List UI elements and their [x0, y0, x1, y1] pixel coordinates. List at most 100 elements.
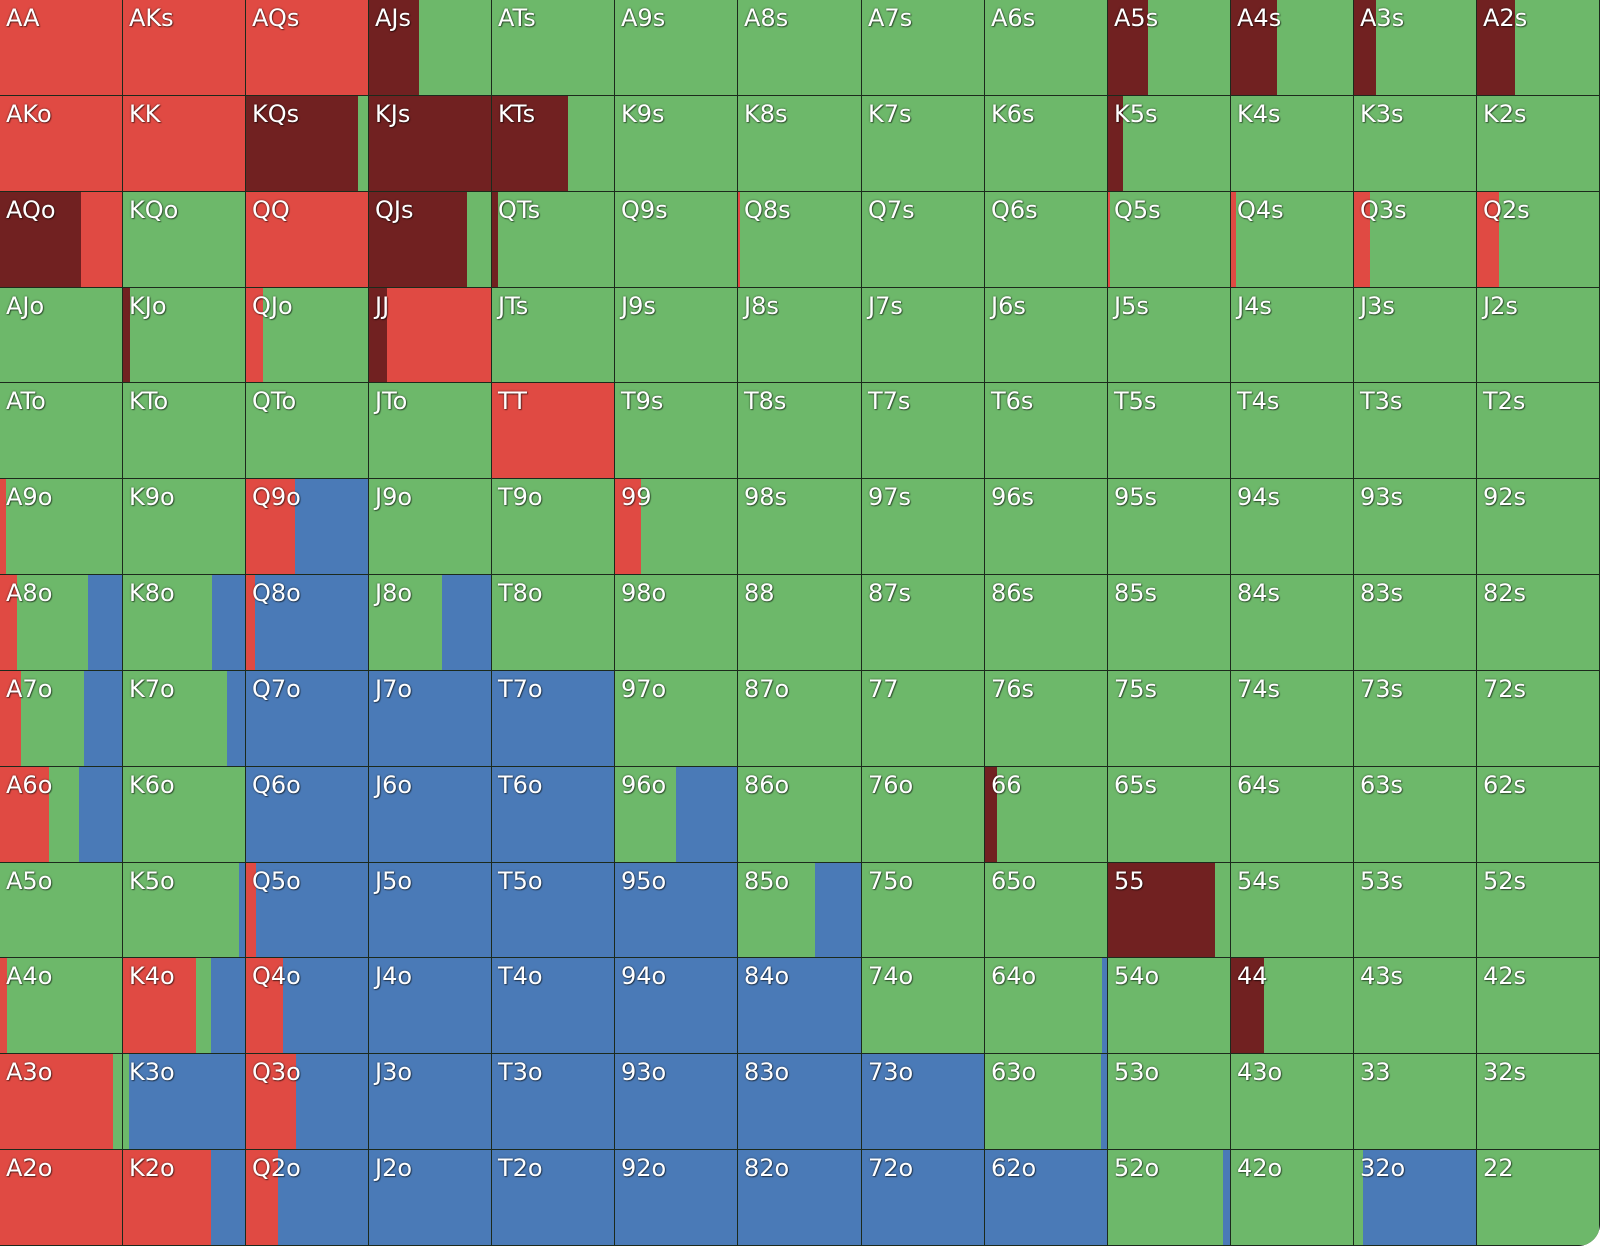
hand-cell-66[interactable]: 66 — [985, 767, 1108, 863]
hand-cell-32o[interactable]: 32o — [1354, 1150, 1477, 1246]
hand-cell-Q6s[interactable]: Q6s — [985, 192, 1108, 288]
hand-cell-94s[interactable]: 94s — [1231, 479, 1354, 575]
hand-cell-K8s[interactable]: K8s — [738, 96, 862, 192]
hand-cell-Q3o[interactable]: Q3o — [246, 1054, 369, 1150]
hand-cell-A6s[interactable]: A6s — [985, 0, 1108, 96]
hand-cell-J2o[interactable]: J2o — [369, 1150, 492, 1246]
hand-cell-22[interactable]: 22 — [1477, 1150, 1600, 1246]
hand-cell-KQs[interactable]: KQs — [246, 96, 369, 192]
hand-cell-72o[interactable]: 72o — [862, 1150, 985, 1246]
hand-cell-73o[interactable]: 73o — [862, 1054, 985, 1150]
hand-cell-ATs[interactable]: ATs — [492, 0, 615, 96]
hand-cell-62o[interactable]: 62o — [985, 1150, 1108, 1246]
hand-cell-A7o[interactable]: A7o — [0, 671, 123, 767]
hand-cell-K5o[interactable]: K5o — [123, 863, 246, 958]
hand-cell-J2s[interactable]: J2s — [1477, 288, 1600, 383]
hand-cell-T2o[interactable]: T2o — [492, 1150, 615, 1246]
hand-cell-J7s[interactable]: J7s — [862, 288, 985, 383]
hand-cell-JTs[interactable]: JTs — [492, 288, 615, 383]
hand-cell-88[interactable]: 88 — [738, 575, 862, 671]
hand-cell-94o[interactable]: 94o — [615, 958, 738, 1054]
hand-cell-A2s[interactable]: A2s — [1477, 0, 1600, 96]
hand-cell-A9s[interactable]: A9s — [615, 0, 738, 96]
hand-cell-95s[interactable]: 95s — [1108, 479, 1231, 575]
hand-cell-J6o[interactable]: J6o — [369, 767, 492, 863]
hand-cell-AKs[interactable]: AKs — [123, 0, 246, 96]
hand-cell-K4o[interactable]: K4o — [123, 958, 246, 1054]
hand-cell-K8o[interactable]: K8o — [123, 575, 246, 671]
hand-cell-A9o[interactable]: A9o — [0, 479, 123, 575]
hand-cell-Q6o[interactable]: Q6o — [246, 767, 369, 863]
hand-cell-52o[interactable]: 52o — [1108, 1150, 1231, 1246]
hand-cell-83s[interactable]: 83s — [1354, 575, 1477, 671]
hand-cell-97s[interactable]: 97s — [862, 479, 985, 575]
hand-cell-74s[interactable]: 74s — [1231, 671, 1354, 767]
hand-cell-Q4s[interactable]: Q4s — [1231, 192, 1354, 288]
hand-cell-76s[interactable]: 76s — [985, 671, 1108, 767]
hand-cell-54s[interactable]: 54s — [1231, 863, 1354, 958]
hand-cell-Q7o[interactable]: Q7o — [246, 671, 369, 767]
hand-cell-75o[interactable]: 75o — [862, 863, 985, 958]
hand-cell-42o[interactable]: 42o — [1231, 1150, 1354, 1246]
hand-cell-J7o[interactable]: J7o — [369, 671, 492, 767]
hand-cell-Q5o[interactable]: Q5o — [246, 863, 369, 958]
hand-cell-85o[interactable]: 85o — [738, 863, 862, 958]
hand-cell-Q2s[interactable]: Q2s — [1477, 192, 1600, 288]
hand-cell-A2o[interactable]: A2o — [0, 1150, 123, 1246]
hand-cell-QTo[interactable]: QTo — [246, 383, 369, 479]
hand-cell-KTs[interactable]: KTs — [492, 96, 615, 192]
hand-cell-QJo[interactable]: QJo — [246, 288, 369, 383]
hand-cell-K6s[interactable]: K6s — [985, 96, 1108, 192]
hand-cell-43o[interactable]: 43o — [1231, 1054, 1354, 1150]
hand-cell-KK[interactable]: KK — [123, 96, 246, 192]
hand-cell-QQ[interactable]: QQ — [246, 192, 369, 288]
hand-cell-K2o[interactable]: K2o — [123, 1150, 246, 1246]
hand-cell-96o[interactable]: 96o — [615, 767, 738, 863]
hand-cell-73s[interactable]: 73s — [1354, 671, 1477, 767]
hand-cell-54o[interactable]: 54o — [1108, 958, 1231, 1054]
hand-cell-A5o[interactable]: A5o — [0, 863, 123, 958]
hand-cell-74o[interactable]: 74o — [862, 958, 985, 1054]
hand-cell-93s[interactable]: 93s — [1354, 479, 1477, 575]
hand-cell-53s[interactable]: 53s — [1354, 863, 1477, 958]
hand-cell-AQs[interactable]: AQs — [246, 0, 369, 96]
hand-cell-T5s[interactable]: T5s — [1108, 383, 1231, 479]
hand-cell-J6s[interactable]: J6s — [985, 288, 1108, 383]
hand-cell-43s[interactable]: 43s — [1354, 958, 1477, 1054]
hand-cell-T7s[interactable]: T7s — [862, 383, 985, 479]
hand-cell-T5o[interactable]: T5o — [492, 863, 615, 958]
hand-cell-K7o[interactable]: K7o — [123, 671, 246, 767]
hand-cell-99[interactable]: 99 — [615, 479, 738, 575]
hand-cell-32s[interactable]: 32s — [1477, 1054, 1600, 1150]
hand-cell-A4s[interactable]: A4s — [1231, 0, 1354, 96]
hand-cell-K4s[interactable]: K4s — [1231, 96, 1354, 192]
hand-cell-Q7s[interactable]: Q7s — [862, 192, 985, 288]
hand-cell-97o[interactable]: 97o — [615, 671, 738, 767]
hand-cell-84s[interactable]: 84s — [1231, 575, 1354, 671]
hand-cell-K9o[interactable]: K9o — [123, 479, 246, 575]
hand-cell-K6o[interactable]: K6o — [123, 767, 246, 863]
hand-cell-53o[interactable]: 53o — [1108, 1054, 1231, 1150]
hand-cell-75s[interactable]: 75s — [1108, 671, 1231, 767]
hand-cell-A8s[interactable]: A8s — [738, 0, 862, 96]
hand-cell-Q5s[interactable]: Q5s — [1108, 192, 1231, 288]
hand-cell-AJs[interactable]: AJs — [369, 0, 492, 96]
hand-cell-T6o[interactable]: T6o — [492, 767, 615, 863]
hand-cell-J4s[interactable]: J4s — [1231, 288, 1354, 383]
hand-cell-J8s[interactable]: J8s — [738, 288, 862, 383]
hand-cell-92s[interactable]: 92s — [1477, 479, 1600, 575]
hand-cell-A4o[interactable]: A4o — [0, 958, 123, 1054]
hand-cell-T7o[interactable]: T7o — [492, 671, 615, 767]
hand-cell-J4o[interactable]: J4o — [369, 958, 492, 1054]
hand-cell-A3o[interactable]: A3o — [0, 1054, 123, 1150]
hand-cell-QJs[interactable]: QJs — [369, 192, 492, 288]
hand-cell-T3s[interactable]: T3s — [1354, 383, 1477, 479]
hand-cell-J9o[interactable]: J9o — [369, 479, 492, 575]
hand-cell-83o[interactable]: 83o — [738, 1054, 862, 1150]
hand-cell-72s[interactable]: 72s — [1477, 671, 1600, 767]
hand-cell-K9s[interactable]: K9s — [615, 96, 738, 192]
hand-cell-33[interactable]: 33 — [1354, 1054, 1477, 1150]
hand-cell-K7s[interactable]: K7s — [862, 96, 985, 192]
hand-cell-87s[interactable]: 87s — [862, 575, 985, 671]
hand-cell-A8o[interactable]: A8o — [0, 575, 123, 671]
